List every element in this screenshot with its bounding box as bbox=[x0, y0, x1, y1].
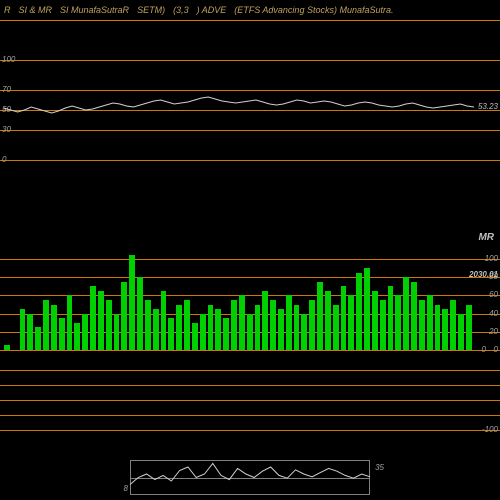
mini-line-chart bbox=[0, 0, 500, 497]
chart-root: RSI & MRSI MunafaSutraRSETM)(3,3) ADVE(E… bbox=[0, 0, 500, 500]
mini-series bbox=[130, 464, 370, 485]
